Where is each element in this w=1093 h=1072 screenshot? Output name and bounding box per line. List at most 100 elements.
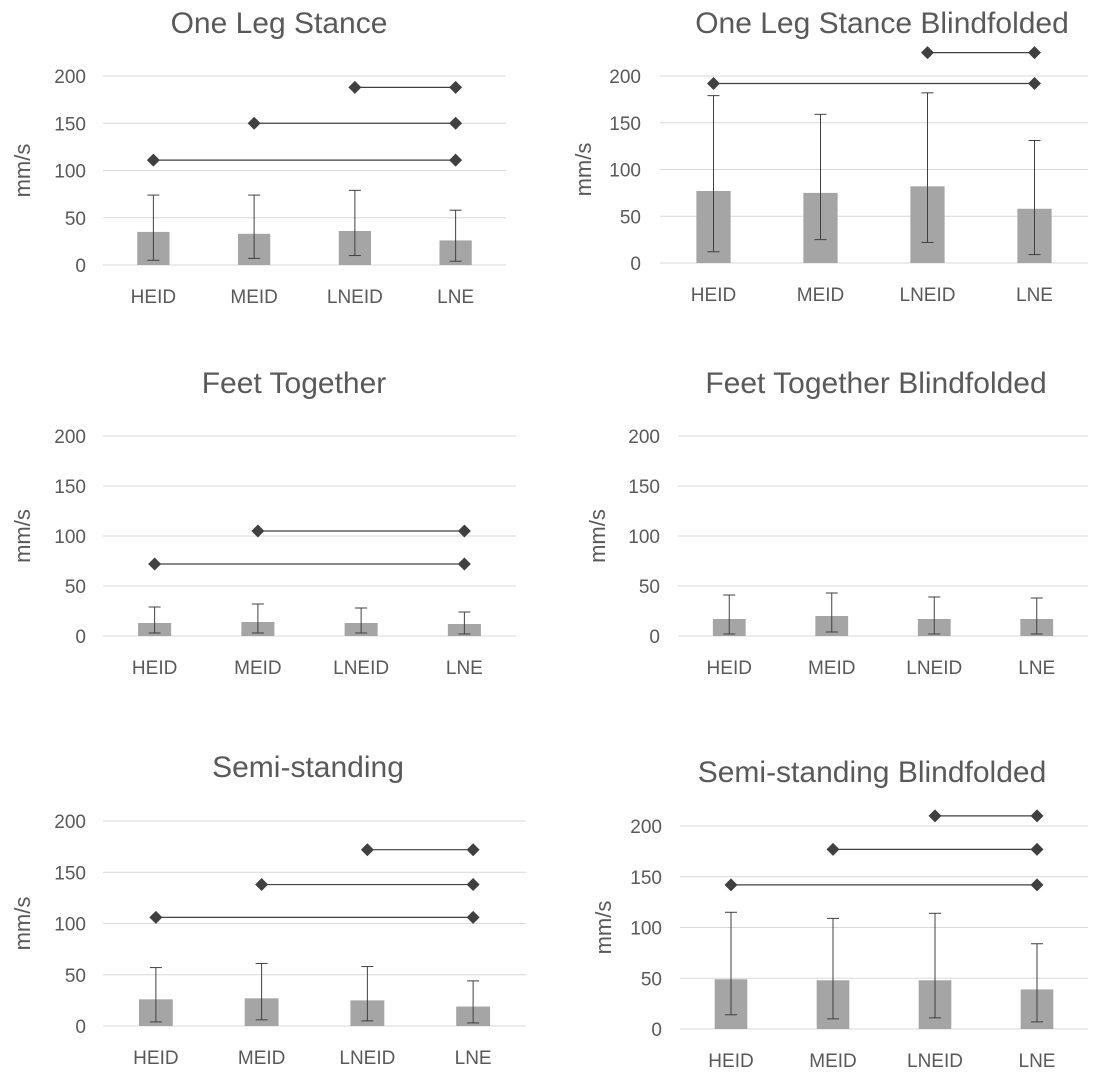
category-label: MEID [230,287,278,308]
chart-title: One Leg Stance Blindfolded [695,7,1069,40]
y-tick-label: 150 [609,114,641,135]
error-bar-lne [1030,597,1043,635]
y-tick-label: 200 [628,427,660,448]
chart-panel-2: One Leg Stance Blindfolded mm/s 0 50 100 150 2… [571,7,1088,306]
diamond-marker [1028,76,1041,90]
diamond-marker [360,843,374,857]
error-bar-lne [1028,140,1041,256]
y-tick-label: 150 [54,114,86,135]
significance-line [928,809,1044,823]
y-tick-label: 0 [630,254,641,275]
error-bar-heid [725,911,737,1016]
category-label: LNE [1018,658,1055,679]
category-label: HEID [708,1051,753,1072]
error-bar-heid [707,95,720,253]
y-axis-label: mm/s [10,509,35,563]
chart-title: Feet Together [202,367,387,400]
error-bar-meid [827,917,839,1020]
diamond-marker [1028,46,1041,60]
category-label: LNEID [900,285,956,306]
chart-panel-5: Semi-standing mm/s 0 50 100 150 200 HEID MEID LNE… [10,751,526,1069]
diamond-marker [1030,842,1044,856]
significance-line [247,116,463,130]
y-tick-label: 50 [641,969,662,990]
category-label: LNE [1019,1051,1056,1072]
y-tick-label: 100 [54,162,86,183]
chart-title: Feet Together Blindfolded [705,367,1046,400]
diamond-marker [1030,878,1044,892]
category-label: LNE [455,1048,492,1069]
y-axis-label: mm/s [10,897,35,951]
diamond-marker [928,809,942,823]
error-bar-heid [148,606,161,634]
chart-title: Semi-standing [212,751,404,784]
diamond-marker [247,116,261,130]
error-bar-meid [251,603,264,634]
diamond-marker [921,46,934,60]
y-tick-label: 50 [620,207,641,228]
y-axis-label: mm/s [571,143,596,197]
diamond-marker [826,842,840,856]
y-tick-label: 200 [630,817,662,838]
significance-line [255,878,480,892]
diamond-marker [466,878,480,892]
significance-line [826,842,1044,856]
y-tick-label: 100 [54,915,86,936]
significance-line [146,153,463,167]
significance-line [707,76,1041,90]
y-tick-label: 200 [609,67,641,88]
y-tick-label: 0 [649,627,660,648]
y-tick-label: 100 [628,527,660,548]
y-tick-label: 0 [75,256,86,277]
diamond-marker [255,878,269,892]
error-bar-heid [149,967,162,1023]
y-tick-label: 150 [54,477,86,498]
diamond-marker [724,878,738,892]
diamond-marker [466,843,480,857]
chart-panel-1: One Leg Stance mm/s 0 50 100 150 200 HEID MEID LN… [10,7,506,308]
error-bar-lne [458,611,471,635]
y-tick-label: 50 [65,577,86,598]
error-bar-lneid [355,607,368,634]
diamond-marker [348,80,362,94]
category-label: MEID [797,285,845,306]
y-tick-label: 0 [75,1017,86,1038]
y-tick-label: 150 [630,868,662,889]
category-label: LNEID [906,658,962,679]
significance-line [148,557,471,571]
chart-panel-4: Feet Together Blindfolded mm/s 0 50 100 150 20… [585,367,1088,679]
error-bar-lneid [921,92,934,243]
y-axis-label: mm/s [591,901,616,955]
category-label: MEID [234,658,282,679]
error-bar-meid [248,194,261,259]
y-axis-label: mm/s [585,509,610,563]
diamond-marker [449,80,463,94]
significance-line [348,80,463,94]
category-label: LNE [446,658,483,679]
y-tick-label: 150 [628,477,660,498]
error-bar-heid [147,194,160,261]
y-tick-label: 0 [651,1020,662,1041]
category-label: HEID [707,658,752,679]
y-axis-label: mm/s [10,144,35,198]
y-tick-label: 50 [65,209,86,230]
category-label: LNEID [339,1048,395,1069]
y-tick-label: 100 [54,527,86,548]
category-label: LNE [1016,285,1053,306]
diamond-marker [457,524,471,538]
category-label: HEID [132,658,177,679]
significance-line [724,878,1044,892]
y-tick-label: 50 [65,966,86,987]
error-bar-lneid [928,596,941,635]
y-tick-label: 0 [75,627,86,648]
diamond-marker [251,524,265,538]
diamond-marker [449,153,463,167]
significance-line [149,910,480,924]
error-bar-lneid [929,912,941,1019]
category-label: HEID [131,287,176,308]
category-label: HEID [133,1048,178,1069]
category-label: LNE [437,287,474,308]
category-label: MEID [808,658,856,679]
diamond-marker [148,557,162,571]
significance-line [921,46,1041,60]
